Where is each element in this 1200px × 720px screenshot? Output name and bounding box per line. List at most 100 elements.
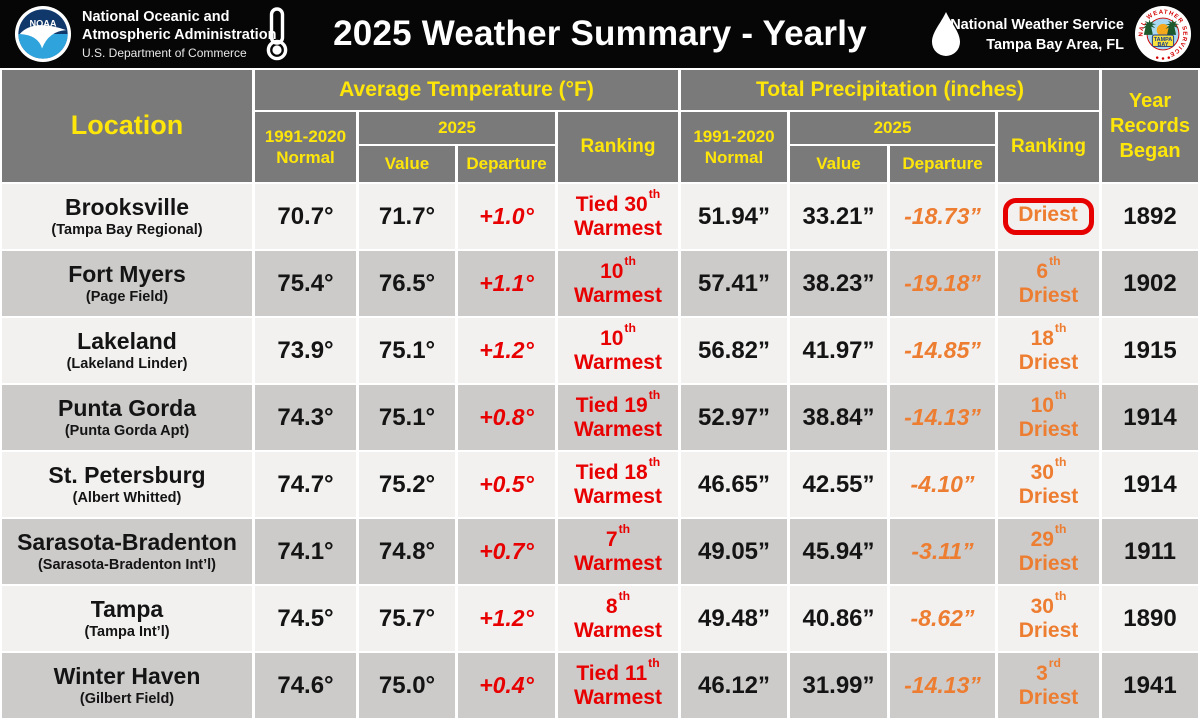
- temp-departure-value: +1.2°: [479, 337, 534, 363]
- year-records-began-value: 1914: [1123, 403, 1177, 431]
- temp-2025-value: 75.7°: [378, 604, 436, 632]
- temp-departure-value: +0.7°: [479, 538, 534, 564]
- temp-departure-value: +1.0°: [479, 203, 534, 229]
- temp-normal-value: 74.7°: [277, 470, 334, 498]
- precip-normal-cell: 49.05”: [681, 519, 787, 584]
- temp-ranking-text: Tied 11th Warmest: [574, 655, 662, 709]
- precip-2025-value: 42.55”: [802, 470, 875, 498]
- precip-departure-cell: -3.11”: [890, 519, 995, 584]
- precip-ranking-cell: 18th Driest: [998, 318, 1099, 383]
- svg-text:NOAA: NOAA: [29, 18, 56, 28]
- precip-2025-value: 40.86”: [802, 604, 875, 632]
- year-records-began-cell: 1890: [1102, 586, 1198, 651]
- temp-normal-cell: 70.7°: [255, 184, 356, 249]
- header-precip-ranking: Ranking: [998, 112, 1099, 182]
- location-name: Fort Myers: [68, 261, 186, 288]
- location-station: (Page Field): [85, 288, 169, 305]
- ordinal-superscript: th: [1054, 320, 1067, 335]
- precip-2025-value: 38.23”: [802, 269, 875, 297]
- header-temp-normal: 1991-2020 Normal: [255, 112, 356, 182]
- precip-departure-value: -4.10”: [910, 471, 975, 497]
- location-cell: Tampa (Tampa Int’l): [2, 586, 252, 651]
- temp-departure-cell: +0.4°: [458, 653, 555, 718]
- precip-departure-cell: -19.18”: [890, 251, 995, 316]
- temp-departure-cell: +0.5°: [458, 452, 555, 517]
- precip-normal-value: 46.12”: [697, 671, 771, 699]
- year-records-began-cell: 1914: [1102, 452, 1198, 517]
- precip-normal-cell: 46.65”: [681, 452, 787, 517]
- temp-value-cell: 76.5°: [359, 251, 455, 316]
- location-station: (Gilbert Field): [79, 690, 175, 707]
- header-location: Location: [2, 70, 252, 182]
- year-records-began-value: 1890: [1123, 604, 1177, 632]
- precip-ranking-highlight-box: 18th Driest: [1019, 321, 1079, 374]
- ordinal-superscript: th: [624, 320, 636, 335]
- location-station: (Lakeland Linder): [66, 355, 188, 372]
- nws-name-line: National Weather Service: [950, 17, 1124, 33]
- precip-normal-value: 46.65”: [697, 470, 771, 498]
- precip-2025-value: 33.21”: [802, 202, 875, 230]
- year-records-began-value: 1914: [1123, 470, 1177, 498]
- header-temp-normal-label: Normal: [276, 148, 335, 167]
- precip-normal-cell: 52.97”: [681, 385, 787, 450]
- year-records-began-cell: 1892: [1102, 184, 1198, 249]
- temp-ranking-cell: 7th Warmest: [558, 519, 678, 584]
- temp-ranking-cell: Tied 19th Warmest: [558, 385, 678, 450]
- ordinal-superscript: th: [1054, 387, 1067, 402]
- location-cell: Winter Haven (Gilbert Field): [2, 653, 252, 718]
- precip-value-cell: 33.21”: [790, 184, 887, 249]
- temp-departure-value: +0.8°: [479, 404, 534, 430]
- precip-ranking-cell: 30th Driest: [998, 452, 1099, 517]
- page-title: 2025 Weather Summary - Yearly: [333, 14, 867, 53]
- ordinal-superscript: th: [648, 186, 661, 201]
- year-records-began-cell: 1902: [1102, 251, 1198, 316]
- temp-2025-value: 75.2°: [378, 470, 436, 498]
- temp-normal-value: 75.4°: [277, 269, 334, 297]
- precip-normal-cell: 46.12”: [681, 653, 787, 718]
- precip-2025-value: 45.94”: [802, 537, 875, 565]
- ordinal-superscript: th: [648, 655, 660, 670]
- precip-departure-value: -19.18”: [904, 270, 981, 296]
- location-station: (Albert Whitted): [72, 489, 182, 506]
- precip-normal-value: 51.94”: [697, 202, 771, 230]
- temp-departure-cell: +1.1°: [458, 251, 555, 316]
- precip-value-cell: 45.94”: [790, 519, 887, 584]
- precip-normal-cell: 57.41”: [681, 251, 787, 316]
- precip-ranking-highlight-box: Driest: [1003, 198, 1094, 235]
- location-station: (Tampa Int’l): [84, 623, 170, 640]
- temp-normal-value: 74.1°: [277, 537, 334, 565]
- location-name: Sarasota-Bradenton: [17, 529, 237, 556]
- precip-departure-cell: -4.10”: [890, 452, 995, 517]
- temp-value-cell: 75.1°: [359, 318, 455, 383]
- header-precip-departure: Departure: [890, 146, 995, 182]
- precip-ranking-highlight-box: 10th Driest: [1019, 388, 1079, 441]
- location-station: (Sarasota-Bradenton Int’l): [37, 556, 217, 573]
- precip-ranking-cell: 29th Driest: [998, 519, 1099, 584]
- header-precip-normal: 1991-2020 Normal: [681, 112, 787, 182]
- temp-departure-value: +1.2°: [479, 605, 534, 631]
- location-name: St. Petersburg: [48, 462, 206, 489]
- precip-ranking-text: 3rd Driest: [1018, 655, 1079, 709]
- header-year-line2: Records: [1109, 114, 1191, 137]
- precip-departure-value: -14.13”: [904, 404, 981, 430]
- precip-normal-value: 49.05”: [697, 537, 771, 565]
- temp-ranking-text: 10th Warmest: [574, 253, 662, 307]
- temp-value-cell: 75.1°: [359, 385, 455, 450]
- precip-ranking-highlight-box: 29th Driest: [1019, 522, 1079, 575]
- location-station: (Tampa Bay Regional): [51, 221, 203, 238]
- header-temp-normal-years: 1991-2020: [264, 126, 347, 146]
- ordinal-superscript: th: [618, 521, 631, 536]
- precip-departure-value: -14.85”: [904, 337, 981, 363]
- temp-2025-value: 75.0°: [378, 671, 436, 699]
- precip-departure-value: -18.73”: [904, 203, 981, 229]
- location-cell: Punta Gorda (Punta Gorda Apt): [2, 385, 252, 450]
- ordinal-superscript: th: [1049, 253, 1061, 268]
- year-records-began-value: 1915: [1123, 336, 1177, 364]
- location-station: (Punta Gorda Apt): [64, 422, 190, 439]
- precip-ranking-highlight-box: 30th Driest: [1019, 589, 1079, 642]
- ordinal-superscript: th: [1054, 521, 1067, 536]
- temp-departure-value: +0.4°: [479, 672, 534, 698]
- precip-departure-cell: -8.62”: [890, 586, 995, 651]
- year-records-began-value: 1941: [1123, 671, 1177, 699]
- temp-departure-cell: +1.2°: [458, 586, 555, 651]
